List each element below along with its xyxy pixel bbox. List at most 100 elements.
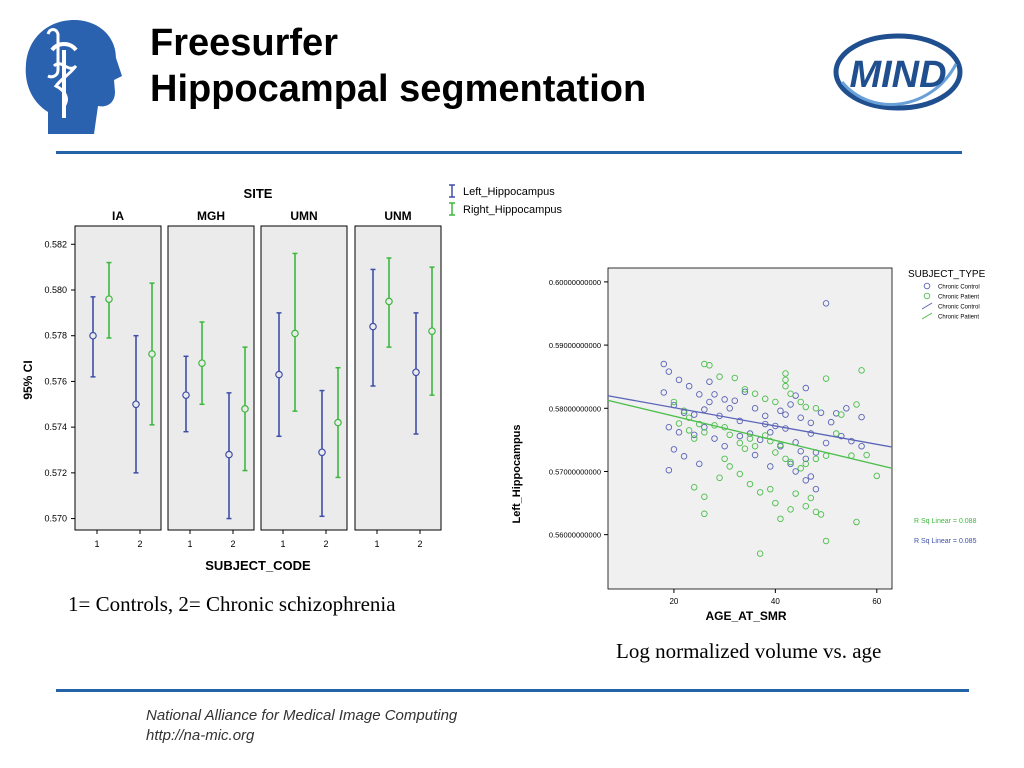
errorbar-right-mgh-2 [241,346,249,472]
panel-unm [354,225,442,531]
scatter-point-control [817,409,825,416]
scatter-point-patient [817,511,825,518]
scatter-point-control [792,468,799,475]
scatter-point-control [706,378,713,385]
scatter-point-patient [701,510,708,518]
scatter-x-axis-label: AGE_AT_SMR [705,609,786,623]
mean-marker [225,450,233,459]
scatter-point-patient [685,414,693,422]
scatter-point-patient [736,470,744,478]
scatter-point-patient [858,367,865,374]
scatter-y-tick-label: 0.57000000000 [549,467,601,476]
y-tick-label: 0.574 [44,422,67,432]
scatter-point-patient [741,445,749,452]
scatter-y-tick-label: 0.58000000000 [549,404,601,413]
scatter-point-control [827,418,835,426]
mean-marker [241,405,249,413]
legend-item: Chronic Patient [938,315,979,321]
scatter-point-control [767,429,774,436]
x-tick-label: 2 [417,539,422,549]
x-tick-label: 2 [230,539,235,549]
mean-marker [291,329,299,338]
scatter-point-control [767,463,774,470]
scatter-point-control [675,429,683,436]
errorbar-left-unm-1 [369,268,377,387]
scatter-point-patient [680,407,688,415]
mean-marker [412,368,420,377]
mean-marker [182,391,190,399]
age-scatter-chart: 0.56000000000 0.57000000000 0.58000000000 0… [500,262,1024,627]
mean-marker [89,331,97,340]
r-squared-label: R Sq Linear = 0.088 [914,518,977,525]
footer: National Alliance for Medical Image Comp… [146,706,457,746]
legend-item: Chronic Patient [938,295,979,301]
scatter-x-tick-label: 20 [669,597,678,606]
scatter-point-control [822,300,830,307]
scatter-point-control [843,405,850,412]
mind-logo-text: MIND [849,54,946,96]
scatter-point-control [807,473,815,480]
slicer-head-logo [25,20,122,134]
errorbar-right-unm-2 [428,266,436,396]
mean-marker [318,448,326,457]
errorbar-left-umn-2 [318,389,326,518]
mind-logo: MIND [833,33,963,111]
scatter-point-patient [685,427,693,434]
scatter-point-patient [746,435,754,442]
errorbar-right-unm-1 [385,257,393,348]
errorbar-right-ia-1 [105,261,113,339]
scatter-point-patient [756,550,764,557]
y-tick-label: 0.570 [44,514,67,524]
scatter-point-control [751,451,759,459]
scatter-point-patient [756,489,764,496]
legend-left-label: Left_Hippocampus [463,186,555,198]
title-line-2: Hippocampal segmentation [150,68,647,110]
top-divider [56,151,962,154]
scatter-point-control [660,360,668,368]
y-tick-label: 0.572 [44,468,67,478]
scatter-x-tick-label: 40 [771,597,780,606]
scatter-point-control [696,391,703,398]
caption-left: 1= Controls, 2= Chronic schizophrenia [68,592,396,616]
scatter-point-patient [822,537,830,545]
scatter-point-patient [873,472,881,480]
scatter-point-control [675,376,683,384]
scatter-point-patient [782,455,789,463]
scatter-point-patient [746,480,754,488]
scatter-point-control [838,432,845,440]
scatter-point-patient [797,398,804,406]
mean-marker [275,370,283,379]
scatter-point-control [721,442,728,450]
hippocampus-errorbar-chart: SITE Left_Hippocampus Right_Hippocampus … [21,184,563,573]
scatter-point-control [680,453,688,460]
scatter-point-patient [787,390,794,397]
scatter-point-patient [751,390,759,397]
scatter-point-patient [797,465,804,472]
title-line-1: Freesurfer [150,22,338,64]
scatter-point-control [761,412,769,420]
x-tick-label: 1 [187,539,192,549]
scatter-point-patient [670,398,678,406]
scatter-point-patient [726,431,733,439]
mean-marker [334,418,342,427]
scatter-point-control [751,405,759,412]
scatter-point-patient [772,398,779,406]
y-tick-label: 0.580 [44,285,67,295]
scatter-point-control [858,442,865,450]
scatter-point-patient [787,506,794,513]
chart-title: SITE [244,186,273,201]
y-tick-label: 0.576 [44,376,67,386]
mean-marker [428,327,436,335]
scatter-plot-area [607,267,893,590]
scatter-point-control [670,446,678,453]
scatter-point-patient [782,370,789,377]
scatter-point-patient [777,515,784,523]
scatter-point-control [721,396,728,403]
legend-item: Chronic Control [938,285,980,291]
mean-marker [198,359,206,367]
x-tick-label: 1 [374,539,379,549]
scatter-point-patient [696,420,703,428]
scatter-point-control [665,423,673,431]
scatter-point-control [822,439,830,447]
r-squared-label: R Sq Linear = 0.085 [914,538,977,545]
